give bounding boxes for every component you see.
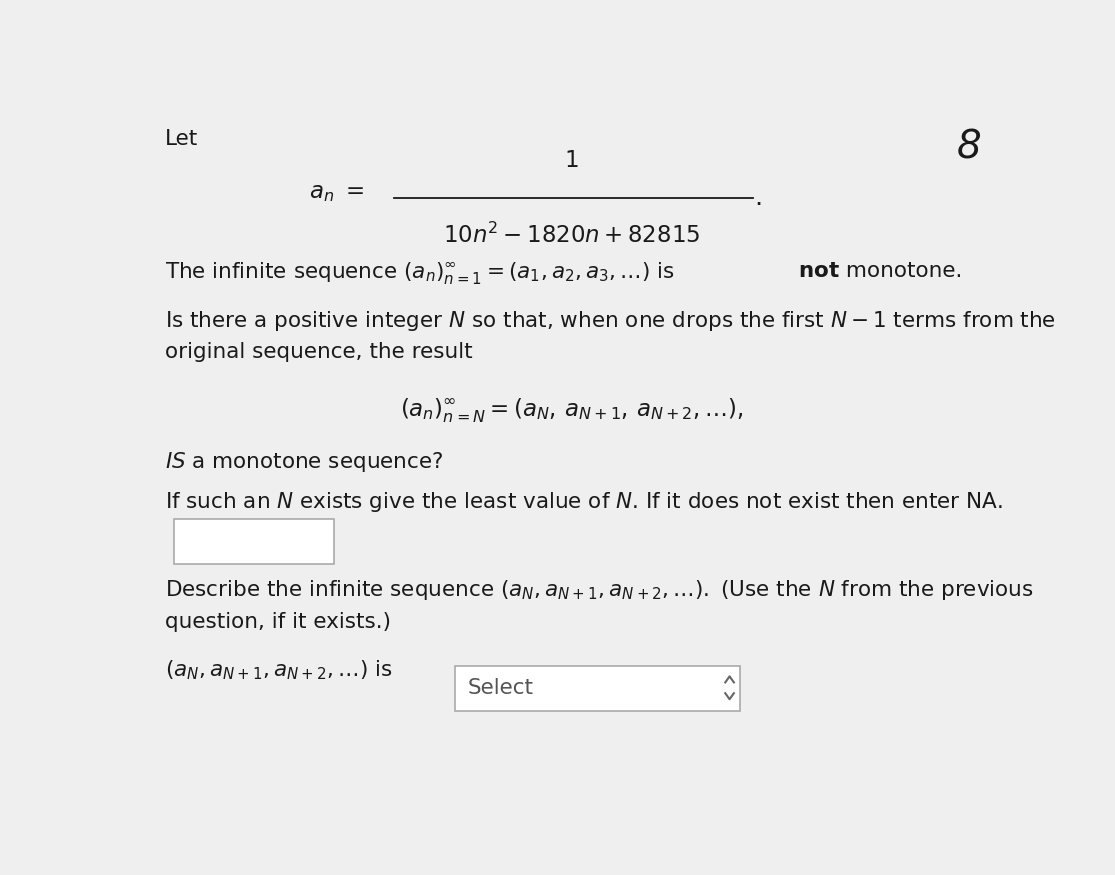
Text: Is there a positive integer $N$ so that, when one drops the first $N-1$ terms fr: Is there a positive integer $N$ so that,… [165,309,1056,333]
FancyBboxPatch shape [174,519,333,564]
Text: If such an $N$ exists give the least value of $N$. If it does not exist then ent: If such an $N$ exists give the least val… [165,490,1004,514]
Text: The infinite sequence $\left(a_n\right)_{n=1}^{\infty} = \left(a_1, a_2, a_3, \l: The infinite sequence $\left(a_n\right)_… [165,262,676,287]
Text: original sequence, the result: original sequence, the result [165,342,473,362]
Text: $10n^2 - 1820n + 82815$: $10n^2 - 1820n + 82815$ [443,223,700,248]
Text: $\mathbf{not}$: $\mathbf{not}$ [798,262,840,281]
Text: $\mathit{IS}$ a monotone sequence?: $\mathit{IS}$ a monotone sequence? [165,450,444,474]
Text: .: . [755,185,763,211]
Text: Let: Let [165,129,198,149]
Text: $a_n\ =$: $a_n\ =$ [309,181,363,204]
Text: Select: Select [468,678,534,698]
Text: $\left(a_N, a_{N+1}, a_{N+2}, \ldots\right)$ is: $\left(a_N, a_{N+1}, a_{N+2}, \ldots\rig… [165,659,392,682]
Text: $1$: $1$ [564,150,579,172]
Text: $\left(a_n\right)_{n=N}^{\infty} = \left(a_N,\, a_{N+1},\, a_{N+2}, \ldots\right: $\left(a_n\right)_{n=N}^{\infty} = \left… [400,396,743,424]
Text: question, if it exists.): question, if it exists.) [165,612,391,632]
Text: monotone.: monotone. [840,262,962,281]
FancyBboxPatch shape [455,666,740,711]
Text: 8: 8 [957,129,982,166]
Text: Describe the infinite sequence $\left(a_N, a_{N+1}, a_{N+2}, \ldots\right).$ (Us: Describe the infinite sequence $\left(a_… [165,578,1034,602]
